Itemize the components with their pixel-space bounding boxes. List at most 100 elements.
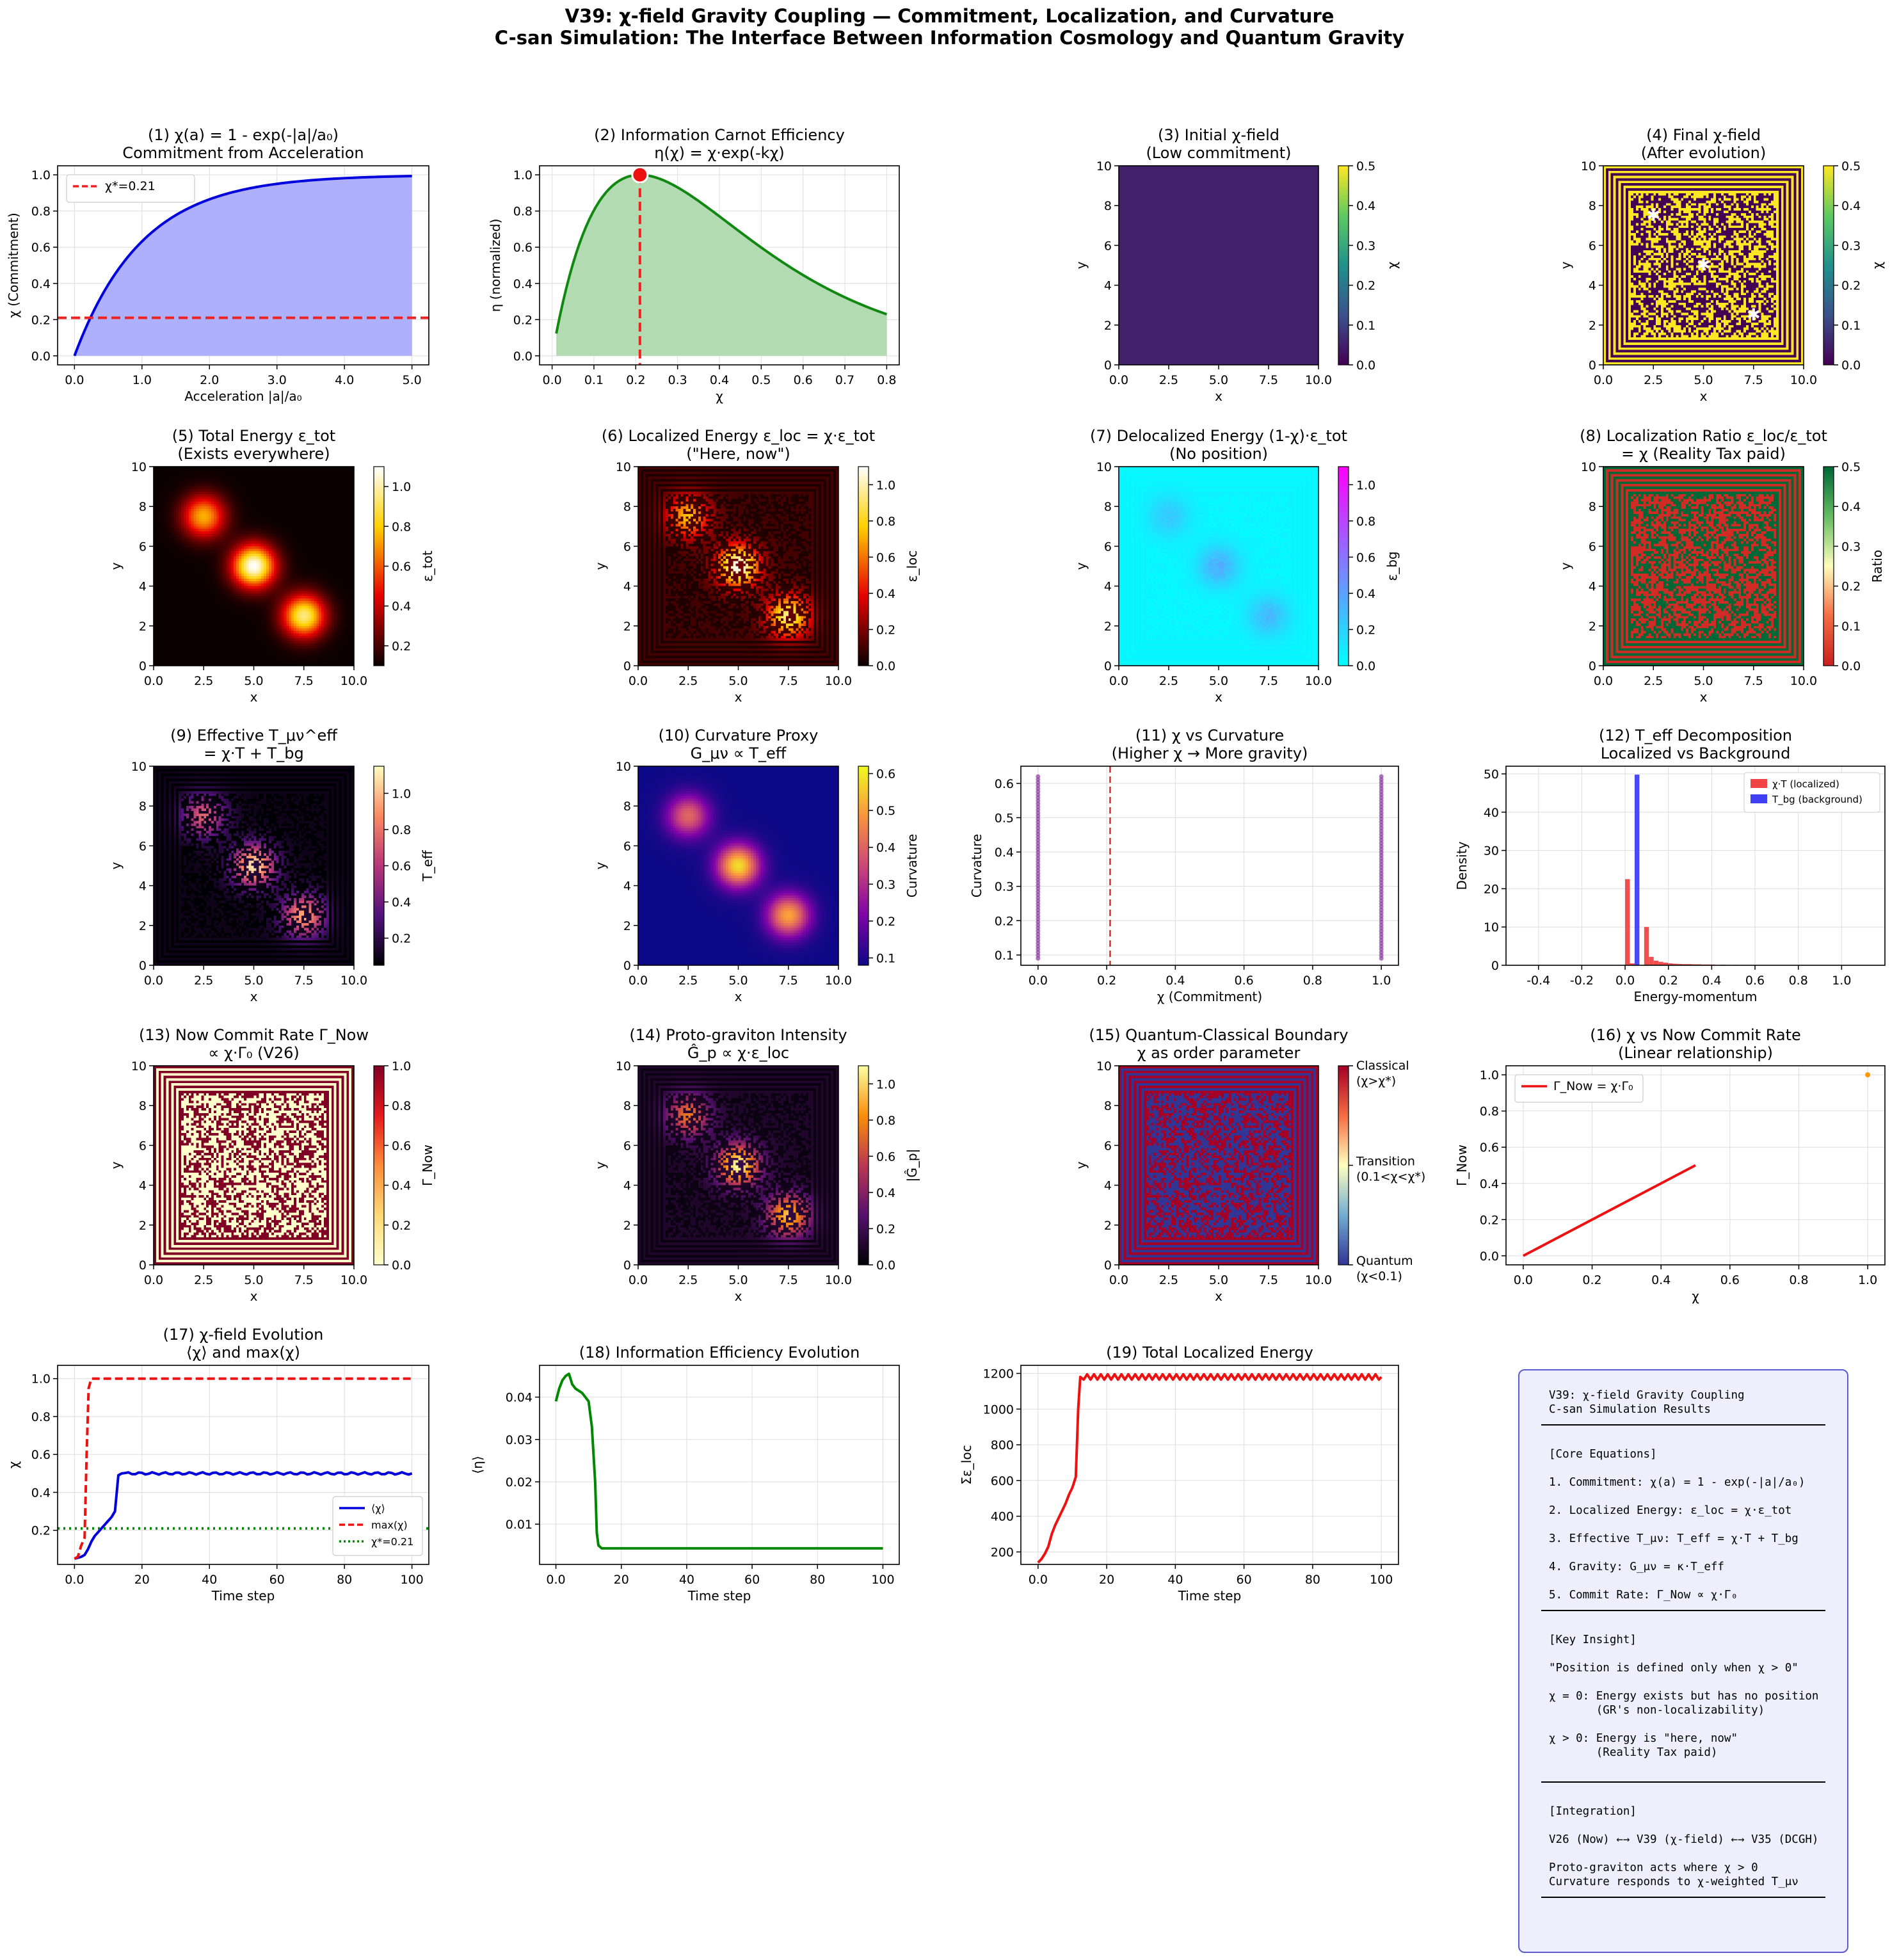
y-tick-label: 2 (1104, 620, 1112, 634)
y-tick-label: 4 (1104, 1179, 1112, 1193)
heatmap-image (1119, 166, 1318, 365)
y-tick-label: 8 (139, 1099, 147, 1113)
cbar-tick-label: Quantum (1356, 1254, 1413, 1268)
cbar-tick-label: Classical (1356, 1059, 1409, 1073)
x-tick-label: 0.0 (542, 373, 561, 387)
summary-line: "Position is defined only when χ > 0" (1549, 1662, 1799, 1675)
cbar-tick-label: 0.2 (392, 932, 411, 946)
panel-title: (14) Proto-graviton Intensity (629, 1026, 847, 1044)
x-tick-label: 1.0 (132, 373, 152, 387)
cbar-tick-label: 0.1 (1841, 319, 1861, 333)
summary-line (1549, 1819, 1818, 1833)
panel-title: (16) χ vs Now Commit Rate (1590, 1026, 1801, 1044)
y-tick-label: 4 (1589, 580, 1596, 594)
colorbar-frame (373, 1065, 385, 1265)
panel-9: (9) Effective T_μν^eff= χ·T + T_bg 0.0 2.5… (108, 727, 435, 1004)
summary-line: 4. Gravity: G_μν = κ·T_eff (1549, 1561, 1724, 1573)
x-tick-label: 2.5 (678, 1273, 698, 1287)
x-axis-label: Time step (1178, 1588, 1242, 1603)
panel-title: (19) Total Localized Energy (1106, 1344, 1313, 1362)
x-tick-label: 0.0 (1029, 974, 1048, 988)
summary-line: [Core Equations] (1549, 1448, 1657, 1461)
heatmap-image (1119, 1066, 1318, 1265)
x-tick-label: 80 (1305, 1573, 1320, 1587)
x-tick-label: 7.5 (1259, 674, 1278, 688)
figure-title-line2: C-san Simulation: The Interface Between … (494, 27, 1405, 49)
axes-frame (1020, 1365, 1399, 1565)
x-tick-label: 2.5 (194, 974, 213, 988)
y-tick-label: 2 (139, 620, 147, 634)
summary-line: V26 (Now) ←→ V39 (χ-field) ←→ V35 (DCGH) (1549, 1833, 1819, 1846)
summary-line (1549, 1518, 1818, 1532)
summary-line: 2. Localized Energy: ε_loc = χ·ε_tot (1549, 1504, 1792, 1517)
x-axis-label: Time step (687, 1588, 751, 1603)
x-tick-label: 0.0 (144, 974, 163, 988)
cbar-tick-label: 0.5 (1356, 159, 1375, 173)
x-tick-label: 5.0 (728, 1273, 748, 1287)
x-tick-label: 5.0 (1209, 1273, 1228, 1287)
panel-16: (16) χ vs Now Commit Rate(Linear relatio… (1454, 1026, 1886, 1304)
histogram-bar (1663, 962, 1669, 965)
cbar-tick-label: 0.4 (876, 587, 895, 601)
y-tick-label: 10 (616, 1059, 631, 1073)
summary-divider (1541, 1610, 1825, 1611)
x-tick-label: 5.0 (244, 1273, 263, 1287)
cbar-tick-label: 0.6 (876, 1150, 895, 1164)
panel-6: (6) Localized Energy ε_loc = χ·ε_tot("He… (593, 427, 920, 705)
cbar-tick-label: 0.1 (1356, 319, 1375, 333)
y-tick-label: 0.8 (1480, 1105, 1499, 1119)
summary-line: (Reality Tax paid) (1549, 1746, 1718, 1759)
x-axis-label: Time step (211, 1588, 275, 1603)
cbar-tick-label: 0.8 (876, 515, 895, 529)
y-tick-label: 0.4 (995, 846, 1014, 860)
y-tick-label: 0 (1589, 358, 1596, 373)
legend-box (66, 174, 195, 203)
y-tick-label: 30 (1484, 844, 1499, 858)
cbar-tick-label: 0.6 (392, 560, 411, 574)
summary-line (1549, 1433, 1818, 1447)
cbar-tick-label: (χ>χ*) (1356, 1074, 1396, 1088)
colorbar-label: T_eff (420, 849, 435, 882)
y-tick-label: 6 (623, 839, 631, 853)
summary-line: χ > 0: Energy is "here, now" (1549, 1732, 1738, 1745)
x-tick-label: 0.1 (584, 373, 604, 387)
y-tick-label: 50 (1484, 767, 1499, 782)
histogram-bar (1625, 879, 1630, 965)
x-axis-label: x (250, 989, 258, 1004)
y-tick-label: 10 (616, 760, 631, 774)
x-tick-label: 4.0 (335, 373, 354, 387)
summary-line (1549, 1574, 1818, 1588)
y-tick-label: 0.0 (513, 349, 533, 364)
cbar-tick-label: 0.3 (1356, 239, 1375, 253)
legend-swatch (1751, 794, 1767, 803)
colorbar-frame (1823, 165, 1834, 365)
y-tick-label: 1.0 (31, 168, 51, 182)
x-tick-label: 7.5 (1259, 1273, 1278, 1287)
y-tick-label: 8 (623, 1099, 631, 1113)
y-tick-label: 0.6 (513, 241, 533, 255)
series-line (74, 1471, 413, 1561)
series-line (555, 173, 888, 334)
colorbar (858, 467, 869, 666)
cbar-tick-label: 0.4 (1356, 587, 1375, 601)
y-tick-label: 1.0 (1480, 1068, 1499, 1082)
summary-line: 3. Effective T_μν: T_eff = χ·T + T_bg (1549, 1532, 1799, 1545)
panel-title: Ĝ_p ∝ χ·ε_loc (687, 1043, 789, 1062)
cbar-tick-label: 0.2 (1356, 279, 1375, 293)
x-tick-label: 10.0 (1790, 674, 1817, 688)
y-tick-label: 0.4 (31, 1486, 51, 1500)
x-tick-label: 0.0 (1594, 373, 1613, 387)
summary-line: C-san Simulation Results (1549, 1403, 1711, 1416)
y-tick-label: 4 (139, 580, 147, 594)
cbar-tick-label: 0.2 (392, 1219, 411, 1233)
y-tick-label: 8 (623, 500, 631, 514)
y-tick-label: 0.02 (506, 1475, 533, 1490)
colorbar (374, 467, 384, 666)
x-tick-label: 40 (679, 1573, 694, 1587)
cbar-tick-label: 0.1 (1841, 620, 1861, 634)
x-axis-label: x (250, 1289, 258, 1304)
cbar-tick-label: 0.2 (1356, 623, 1375, 637)
